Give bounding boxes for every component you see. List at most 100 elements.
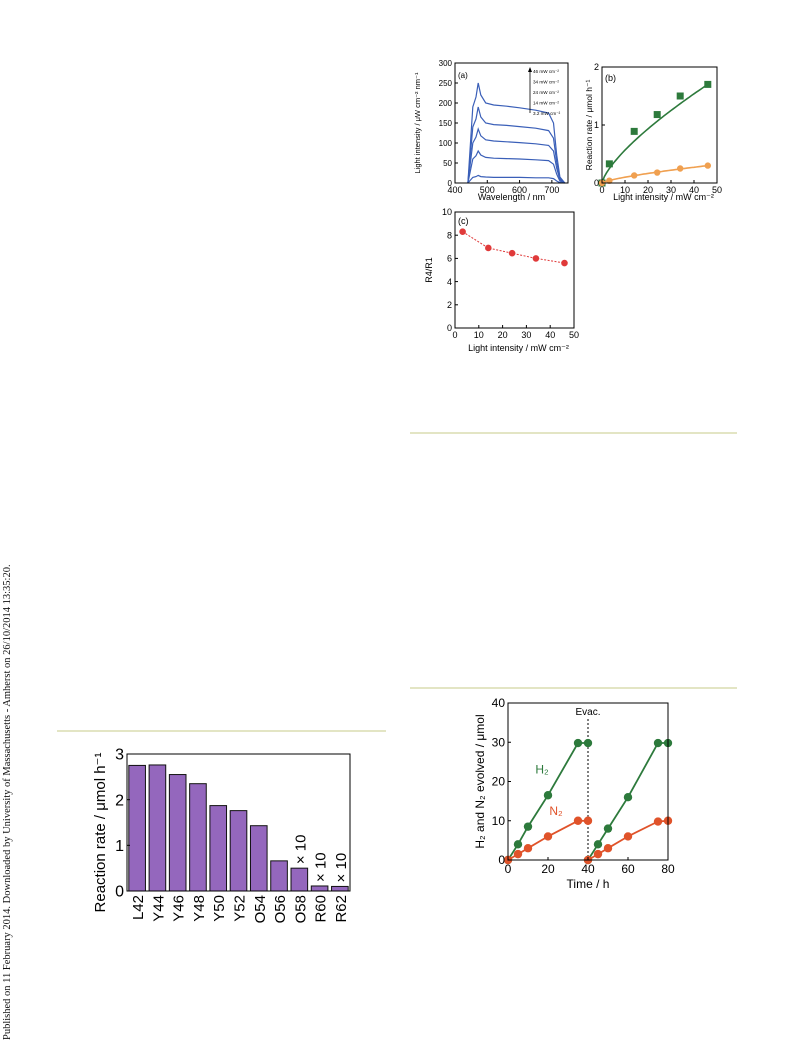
data-point bbox=[573, 816, 583, 825]
data-point-square bbox=[704, 80, 712, 88]
chart-time-y-tick-label: 0 bbox=[498, 853, 505, 867]
data-point bbox=[561, 259, 568, 267]
chart-b-plot-frame bbox=[601, 66, 718, 184]
data-point-square bbox=[605, 160, 613, 168]
chart-a-legend-entry: 34 mW cm⁻² bbox=[533, 80, 559, 85]
data-point bbox=[543, 791, 553, 800]
data-point bbox=[623, 793, 633, 802]
bar bbox=[331, 885, 349, 892]
chart-bar-category-label: O56 bbox=[272, 895, 289, 923]
data-point bbox=[603, 844, 613, 853]
chart-a-x-label: Wavelength / nm bbox=[478, 192, 545, 202]
spectrum-line bbox=[467, 127, 566, 184]
ratio-line bbox=[462, 231, 565, 264]
chart-bar-y-tick-label: 3 bbox=[115, 747, 124, 764]
chart-time-x-tick-label: 40 bbox=[581, 862, 595, 876]
data-point bbox=[513, 840, 523, 849]
chart-c-x-tick-label: 0 bbox=[452, 330, 457, 340]
data-point bbox=[532, 255, 540, 262]
chart-c-plot-frame bbox=[454, 211, 575, 329]
chart-a-y-tick-label: 300 bbox=[439, 59, 453, 68]
bar bbox=[249, 825, 268, 892]
data-point bbox=[513, 849, 523, 859]
bar bbox=[168, 774, 187, 892]
chart-c-x-tick-label: 10 bbox=[474, 330, 484, 340]
chart-b-y-tick-label: 2 bbox=[594, 62, 599, 72]
chart-c-x-tick-label: 20 bbox=[498, 330, 508, 340]
chart-bar-category-label: R62 bbox=[333, 895, 350, 923]
chart-a-y-tick-label: 100 bbox=[439, 139, 453, 148]
chart-time-x-label: Time / h bbox=[567, 877, 610, 891]
chart-a-x-tick-label: 700 bbox=[544, 185, 559, 195]
chart-c-y-tick-label: 0 bbox=[447, 323, 452, 333]
chart-a-x-tick-label: 400 bbox=[447, 185, 462, 195]
chart-a-y-tick-label: 250 bbox=[439, 79, 453, 88]
chart-b-panel-label: (b) bbox=[605, 73, 616, 83]
chart-bar-y-tick-label: 2 bbox=[115, 792, 124, 809]
data-point bbox=[623, 832, 633, 841]
chart-time-y-tick-label: 10 bbox=[492, 814, 506, 828]
data-point bbox=[573, 738, 583, 748]
sidebar-publication-note: Published on 11 February 2014. Downloade… bbox=[2, 564, 13, 1040]
data-point bbox=[603, 824, 613, 833]
chart-time-x-tick-label: 0 bbox=[505, 862, 512, 876]
chart-a-y-tick-label: 0 bbox=[448, 179, 453, 188]
data-point bbox=[583, 738, 593, 748]
chart-time-y-tick-label: 40 bbox=[492, 696, 506, 710]
series-label-h2: H₂ bbox=[535, 763, 549, 777]
chart-c-y-tick-label: 2 bbox=[447, 300, 452, 310]
series-label-n2: N₂ bbox=[549, 804, 563, 818]
chart-bar-category-label: Y48 bbox=[191, 895, 208, 922]
chart-bar-category-label: Y44 bbox=[150, 895, 167, 922]
chart-time-y-label: H₂ and N₂ evolved / μmol bbox=[473, 714, 487, 848]
data-point bbox=[593, 840, 603, 849]
data-point bbox=[583, 816, 593, 825]
chart-a-legend-entry: 24 mW cm⁻² bbox=[533, 90, 559, 95]
data-point bbox=[593, 849, 603, 859]
chart-bar-annotation: × 10 bbox=[333, 853, 350, 883]
chart-c-ratio: 0 10 20 30 40 50 0 2 4 6 8 10 Light intensity / mW c… bbox=[424, 207, 579, 353]
chart-a-x-tick-label: 600 bbox=[512, 185, 527, 195]
chart-bar-category-label: R60 bbox=[313, 895, 330, 923]
chart-time-x-tick-label: 20 bbox=[541, 862, 555, 876]
chart-time-y-tick-label: 20 bbox=[492, 775, 506, 789]
bar bbox=[310, 885, 329, 892]
chart-b-x-tick-label: 0 bbox=[599, 185, 604, 195]
chart-bar-annotation: × 10 bbox=[292, 835, 309, 865]
chart-b-x-label: Light intensity / mW cm⁻² bbox=[613, 192, 714, 202]
bar bbox=[189, 783, 207, 892]
chart-a-legend-entry: 46 mW cm⁻² bbox=[533, 69, 559, 74]
chart-b-y-tick-label: 0 bbox=[594, 178, 599, 188]
evac-annotation: Evac. bbox=[575, 707, 600, 718]
chart-c-y-label: R4/R1 bbox=[424, 257, 434, 283]
chart-a-spectra: 400 500 600 700 0 50 100 150 200 250 300 Wavelength… bbox=[413, 59, 569, 202]
spectrum-line bbox=[467, 174, 565, 184]
legend-arrow-head bbox=[528, 67, 532, 72]
data-point-circle bbox=[631, 172, 638, 179]
chart-a-legend-entry: 3.2 mW cm⁻² bbox=[533, 111, 561, 116]
chart-b-reaction-rate: 0 10 20 30 40 50 0 1 2 Light intensity / mW cm⁻² R… bbox=[585, 62, 722, 202]
data-point-circle bbox=[654, 169, 661, 176]
bar bbox=[270, 860, 288, 892]
chart-b-x-tick-label: 50 bbox=[712, 185, 722, 195]
bar bbox=[128, 764, 146, 892]
divider-mid-right bbox=[410, 687, 737, 689]
chart-a-y-tick-label: 150 bbox=[439, 119, 453, 128]
chart-bar-annotation: × 10 bbox=[313, 852, 330, 882]
chart-c-panel-label: (c) bbox=[458, 216, 469, 226]
data-point bbox=[508, 249, 516, 257]
spectrum-line bbox=[467, 82, 566, 184]
bar bbox=[209, 805, 228, 892]
chart-b-y-label: Reaction rate / μmol h⁻¹ bbox=[585, 80, 594, 171]
chart-bar-category-label: Y52 bbox=[232, 895, 249, 922]
chart-b-x-tick-label: 20 bbox=[643, 185, 653, 195]
data-point-circle bbox=[704, 162, 711, 169]
bar bbox=[229, 810, 248, 892]
bar bbox=[148, 764, 167, 892]
chart-bar-category-label: O54 bbox=[252, 895, 269, 923]
bar bbox=[290, 867, 309, 892]
chart-c-y-tick-label: 4 bbox=[447, 277, 452, 287]
chart-c-x-tick-label: 50 bbox=[569, 330, 579, 340]
